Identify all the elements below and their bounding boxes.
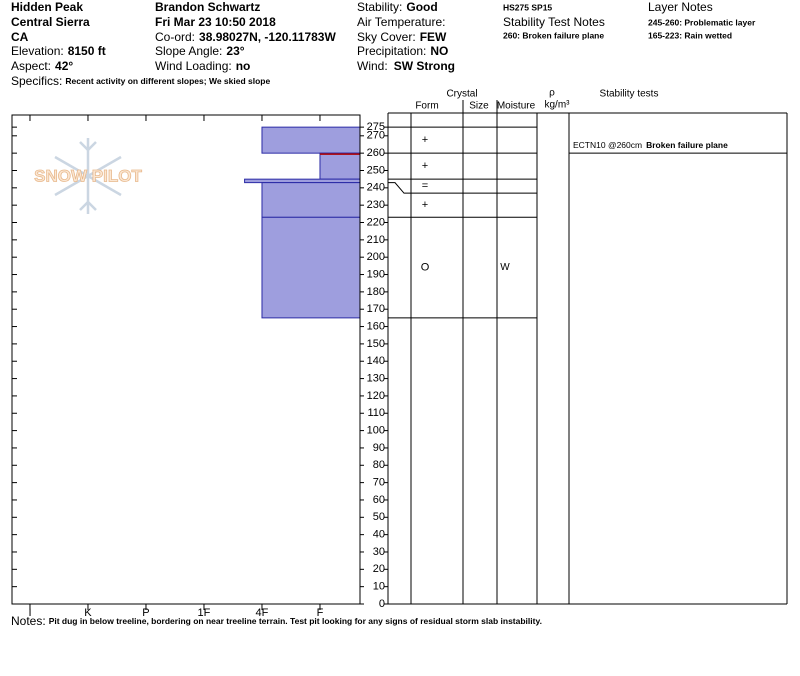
y-tick-label: 190 — [367, 268, 385, 280]
x-tick-label: P — [142, 607, 149, 619]
y-tick-label: 20 — [373, 563, 385, 575]
sky: Sky Cover: FEW — [357, 30, 447, 44]
location: Central Sierra — [11, 15, 90, 29]
logo: SNOW PILOT — [34, 138, 143, 214]
wind-loading: Wind Loading: no — [155, 59, 250, 73]
moisture: W — [500, 262, 510, 273]
y-tick-label: 90 — [373, 442, 385, 454]
stability-test: ECTN10 @260cm Broken failure plane — [573, 140, 728, 150]
wind: Wind: SW Strong — [357, 59, 455, 73]
grain-form: = — [422, 180, 428, 192]
y-tick-label: 150 — [367, 338, 385, 350]
x-tick-label: F — [317, 607, 324, 619]
logo-text: SNOW PILOT — [34, 166, 142, 185]
y-tick-label: 160 — [367, 320, 385, 332]
x-tick-label: K — [84, 607, 92, 619]
header-moisture: Moisture — [497, 101, 536, 112]
specifics: Specifics: Recent activity on different s… — [11, 74, 270, 88]
y-tick-label: 210 — [367, 234, 385, 246]
test-code: ECTN10 @260cm — [573, 140, 642, 150]
header-rho: ρ — [549, 88, 555, 99]
stability-note: 260: Broken failure plane — [503, 30, 604, 40]
x-tick-label: 1F — [198, 607, 211, 619]
hardness-frame — [11, 114, 361, 605]
stability-notes-title: Stability Test Notes — [503, 15, 605, 29]
y-tick-label: 10 — [373, 581, 385, 593]
y-tick-label: 100 — [367, 425, 385, 437]
hs-sp: HS275 SP15 — [503, 2, 552, 12]
grain-form: + — [422, 160, 428, 172]
header-density: kg/m³ — [545, 100, 571, 111]
coord: Co-ord: 38.98027N, -120.11783W — [155, 30, 336, 44]
y-tick-label: 110 — [367, 407, 385, 419]
y-tick-label: 70 — [373, 477, 385, 489]
header-size: Size — [469, 101, 489, 112]
header: Hidden Peak Central Sierra CA Elevation:… — [11, 0, 756, 628]
notes: Notes: Pit dug in below treeline, borderi… — [11, 614, 542, 628]
y-tick-label: 200 — [367, 251, 385, 263]
precip: Precipitation: NO — [357, 44, 448, 58]
stability: Stability: Good — [357, 0, 438, 14]
datetime: Fri Mar 23 10:50 2018 — [155, 15, 276, 29]
air-temp: Air Temperature: — [357, 15, 445, 29]
y-tick-label: 230 — [367, 199, 385, 211]
y-tick-label: 170 — [367, 303, 385, 315]
y-tick-label: 0 — [379, 598, 385, 610]
layer-bar — [261, 216, 361, 319]
y-tick-label: 140 — [367, 355, 385, 367]
elevation: Elevation: 8150 ft — [11, 44, 106, 58]
y-tick-label: 220 — [367, 216, 385, 228]
layer-bar — [261, 182, 361, 218]
test-note: Broken failure plane — [646, 140, 728, 150]
grain-form: O — [421, 262, 430, 274]
aspect: Aspect: 42° — [11, 59, 73, 73]
slope: Slope Angle: 23° — [155, 44, 245, 58]
x-tick-label: 4F — [256, 607, 269, 619]
layer-notes-title: Layer Notes — [648, 0, 713, 14]
grain-form: + — [422, 134, 428, 146]
y-tick-label: 50 — [373, 511, 385, 523]
x-tick-label: I — [28, 607, 31, 619]
layer-note: 245-260: Problematic layer — [648, 17, 756, 27]
observer: Brandon Schwartz — [155, 0, 260, 14]
y-tick-label: 270 — [367, 130, 385, 142]
header-crystal: Crystal — [446, 89, 477, 100]
location: CA — [11, 30, 29, 44]
layer-note: 165-223: Rain wetted — [648, 30, 732, 40]
layer-bar — [261, 126, 361, 154]
header-stability: Stability tests — [600, 89, 659, 100]
grain-form: + — [422, 199, 428, 211]
layer-bar — [244, 178, 361, 184]
y-tick-label: 180 — [367, 286, 385, 298]
y-tick-label: 260 — [367, 147, 385, 159]
location: Hidden Peak — [11, 0, 83, 14]
y-tick-label: 30 — [373, 546, 385, 558]
y-tick-label: 275 — [367, 121, 385, 133]
y-tick-label: 240 — [367, 182, 385, 194]
y-tick-label: 120 — [367, 390, 385, 402]
header-form: Form — [415, 101, 438, 112]
y-tick-label: 60 — [373, 494, 385, 506]
y-tick-label: 80 — [373, 459, 385, 471]
layer-bar — [319, 152, 361, 180]
y-tick-label: 130 — [367, 372, 385, 384]
layer-boundary — [388, 182, 537, 194]
y-tick-label: 250 — [367, 164, 385, 176]
y-tick-label: 40 — [373, 529, 385, 541]
